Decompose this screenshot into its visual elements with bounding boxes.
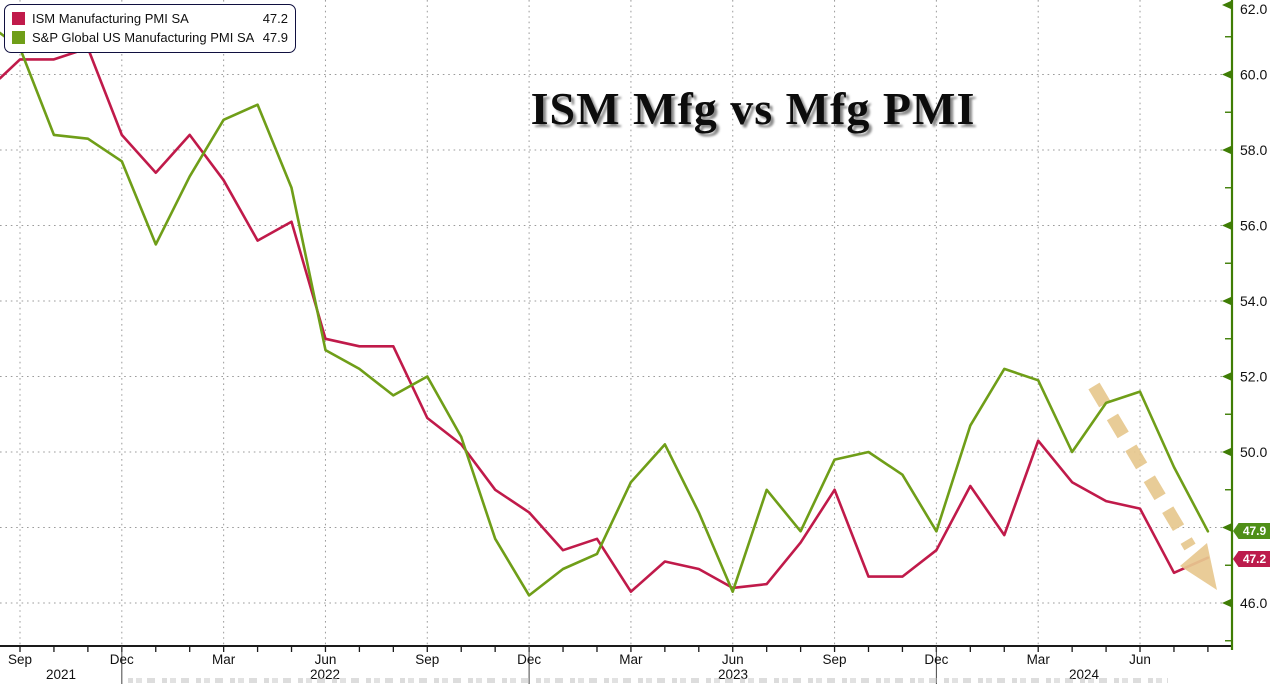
legend-label-spglobal: S&P Global US Manufacturing PMI SA bbox=[32, 30, 255, 45]
y-tick-arrow-icon bbox=[1222, 372, 1232, 381]
legend: ISM Manufacturing PMI SA 47.2 S&P Global… bbox=[4, 4, 296, 53]
y-tick-arrow-icon bbox=[1222, 523, 1232, 532]
y-tick-arrow-icon bbox=[1222, 145, 1232, 155]
y-tick-label: 46.0 bbox=[1240, 595, 1267, 611]
y-tick-label: 56.0 bbox=[1240, 218, 1267, 234]
y-tick-label: 52.0 bbox=[1240, 369, 1267, 385]
y-tick-label: 58.0 bbox=[1240, 142, 1267, 158]
x-tick-label: Dec bbox=[517, 652, 541, 667]
y-tick-arrow-icon bbox=[1222, 296, 1232, 306]
legend-value-spglobal: 47.9 bbox=[262, 30, 288, 45]
y-tick-label: 60.0 bbox=[1240, 67, 1267, 83]
series-line-spglobal bbox=[0, 31, 1210, 597]
legend-swatch-ism-icon bbox=[12, 12, 25, 25]
y-tick-label: 62.0 bbox=[1240, 1, 1267, 17]
y-tick-arrow-icon bbox=[1222, 221, 1232, 230]
trend-arrow-shaft bbox=[1088, 382, 1196, 551]
y-tick-arrow-icon bbox=[1222, 0, 1232, 10]
legend-value-ism: 47.2 bbox=[262, 11, 288, 26]
x-tick-label: Mar bbox=[212, 652, 236, 667]
x-tick-label: Jun bbox=[315, 652, 337, 667]
x-tick-label: Sep bbox=[8, 652, 32, 667]
y-tick-arrow-icon bbox=[1222, 447, 1232, 457]
y-tick-arrow-icon bbox=[1222, 598, 1232, 608]
y-tick-label: 50.0 bbox=[1240, 444, 1267, 460]
series-line-ism bbox=[0, 46, 1210, 594]
x-tick-label: Sep bbox=[823, 652, 847, 667]
year-label: 2021 bbox=[46, 667, 76, 682]
y-tick-arrow-icon bbox=[1222, 70, 1232, 79]
legend-item-ism[interactable]: ISM Manufacturing PMI SA 47.2 bbox=[12, 9, 288, 28]
x-tick-label: Jun bbox=[1129, 652, 1151, 667]
x-tick-label: Dec bbox=[110, 652, 134, 667]
x-tick-label: Mar bbox=[1027, 652, 1051, 667]
latest-value-flag-spglobal: 47.9 bbox=[1233, 523, 1270, 539]
legend-swatch-spglobal-icon bbox=[12, 31, 25, 44]
latest-value-flag-ism: 47.2 bbox=[1233, 551, 1270, 567]
legend-item-spglobal[interactable]: S&P Global US Manufacturing PMI SA 47.9 bbox=[12, 28, 288, 47]
x-tick-label: Dec bbox=[924, 652, 948, 667]
chart-title: ISM Mfg vs Mfg PMI bbox=[530, 83, 976, 134]
x-tick-label: Jun bbox=[722, 652, 744, 667]
legend-label-ism: ISM Manufacturing PMI SA bbox=[32, 11, 189, 26]
clipped-footer-text bbox=[128, 678, 1168, 683]
y-tick-label: 54.0 bbox=[1240, 293, 1267, 309]
trend-arrowhead-icon bbox=[1180, 543, 1217, 590]
x-tick-label: Mar bbox=[619, 652, 643, 667]
x-tick-label: Sep bbox=[415, 652, 439, 667]
